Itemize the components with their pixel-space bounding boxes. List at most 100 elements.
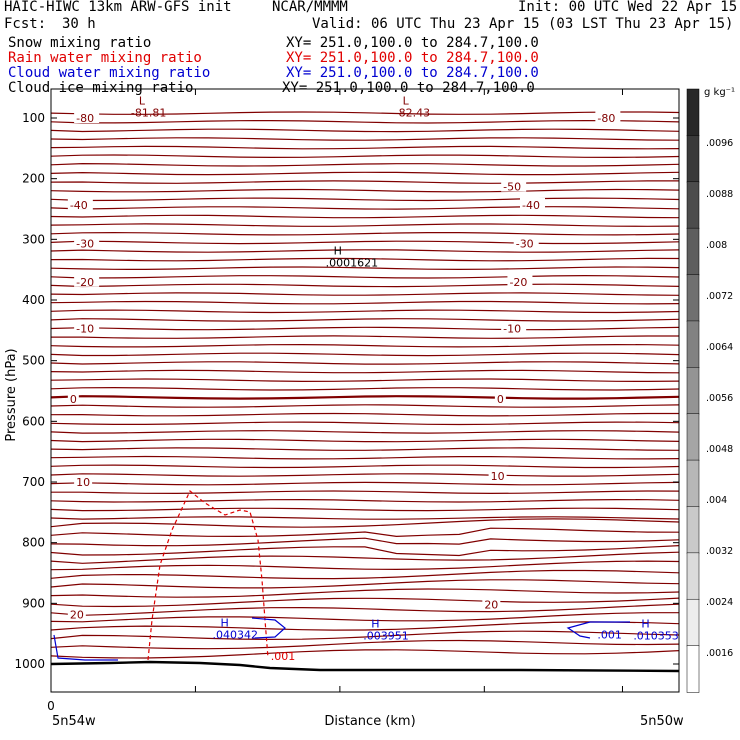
temperature-label-bg [595,111,621,123]
temperature-contour-line [50,612,679,623]
colorbar-swatch [686,413,700,461]
fcst-label: Fcst: [4,16,47,32]
y-tick-label: 200 [22,172,45,186]
temperature-contour-line [50,197,680,202]
temperature-contour-line [50,223,680,227]
temperature-contour-line [50,430,680,434]
temperature-label-bg [482,597,501,610]
temperature-contour-line [50,249,680,253]
temperature-label-bg [507,274,533,287]
temperature-contour-line [50,119,680,124]
temperature-contour-line [50,154,680,159]
temperature-contour-line [50,537,680,547]
temperature-contour-line [50,188,680,193]
temperature-contour-line [50,481,680,486]
extremum-mark: H [641,618,649,631]
temperature-label-bg [513,236,539,249]
temperature-contour-line [50,343,680,348]
extremum-value: .040342 [213,628,259,641]
cloud-water-contour [251,617,286,639]
field-name-cloud-ice: Cloud ice mixing ratio [8,80,194,96]
temperature-contour-line [50,551,680,564]
temperature-contour-line [50,257,680,262]
temperature-contour-line [50,455,680,460]
colorbar-label: .0096 [706,138,733,149]
field-xy-rain: XY= 251.0,100.0 to 284.7,100.0 [286,50,539,66]
colorbar-swatch [686,459,700,508]
colorbar-swatch [686,598,700,647]
temperature-contour-line [50,318,680,322]
surface-line [50,660,680,673]
field-xy-snow: XY= 251.0,100.0 to 284.7,100.0 [286,35,539,51]
temperature-label: -30 [516,238,534,251]
fcst-value: 30 h [62,16,96,32]
temperature-contour-line [50,569,680,580]
extremum-value: .0001621 [326,257,379,270]
cloud-water-contour [53,634,118,661]
extremum-value: .003951 [363,630,409,643]
temperature-contour-line [50,516,680,520]
temperature-contour-line [50,180,679,184]
colorbar-label: .0032 [706,546,733,557]
y-tick-label: 900 [22,596,45,610]
x-left-label: 5n54w [52,714,96,729]
temperature-label-bg [67,391,79,404]
contour-value-label: .001 [271,650,296,663]
colorbar: .0096 .0088 .008 .0072 .0064 .0056 .0048 .004 .0… [686,88,733,693]
temperature-contour-line [50,214,680,219]
field-xy-cloud-water: XY= 251.0,100.0 to 284.7,100.0 [286,65,539,81]
temperature-contour-line [50,369,680,374]
temperature-label-bg [67,197,93,210]
colorbar-swatch [686,552,700,600]
temperature-contour-line [50,386,680,391]
temperature-contour-line [51,490,680,495]
colorbar-label: .0088 [706,189,733,200]
temperature-label: 0 [497,393,504,406]
temperature-contour-line [50,603,680,616]
chart-marks: -80 -80-50-40 -40-30 -30-20 -20-10 -100 010 102… [50,95,680,673]
extremum-mark: L [139,95,146,108]
temperature-contour-line [50,145,680,150]
colorbar-swatch [686,367,700,415]
temperature-label: 10 [76,476,90,489]
temperature-contour-line [50,352,680,357]
colorbar-label: .004 [706,495,727,506]
colorbar-label: .008 [706,240,727,251]
colorbar-swatch [686,181,700,229]
temperature-label-bg [74,274,100,287]
temperature-label: 0 [70,393,77,406]
extremum-mark: L [403,95,410,108]
temperature-contour-line [50,649,680,659]
temperature-contour-line [50,588,680,598]
temperature-contour-line [50,527,680,538]
precip-contours [53,490,630,661]
temperature-contour-line [50,639,680,650]
temperature-label: -20 [76,276,94,289]
temperature-label-bg [74,111,100,123]
temperature-label: -80 [597,112,615,125]
extremum-mark: H [221,616,229,629]
colorbar-label: .0016 [706,648,733,659]
temperature-label: 20 [70,608,84,621]
field-name-snow: Snow mixing ratio [8,35,152,51]
field-name-cloud-water: Cloud water mixing ratio [8,65,211,81]
extremum-value: .010353 [633,630,679,643]
temperature-contour-line [50,395,680,400]
colorbar-swatch [686,274,700,322]
y-tick-label: 500 [22,354,45,368]
y-tick-label: 300 [22,232,45,246]
colorbar-swatch [686,227,700,276]
cloud-water-contour [566,621,630,639]
plot-frame [50,88,680,693]
y-tick-label: 600 [22,414,45,428]
colorbar-swatch [686,506,700,554]
temperature-contour-line [50,309,680,314]
temperature-label-bg [74,475,93,487]
temperature-label-bg [520,197,545,210]
extremum-mark: H [371,618,379,631]
temperature-label-bg [67,607,86,620]
y-tick-label: 800 [22,536,45,550]
colorbar-label: .0064 [706,342,733,353]
temperature-contour-line [50,378,680,383]
